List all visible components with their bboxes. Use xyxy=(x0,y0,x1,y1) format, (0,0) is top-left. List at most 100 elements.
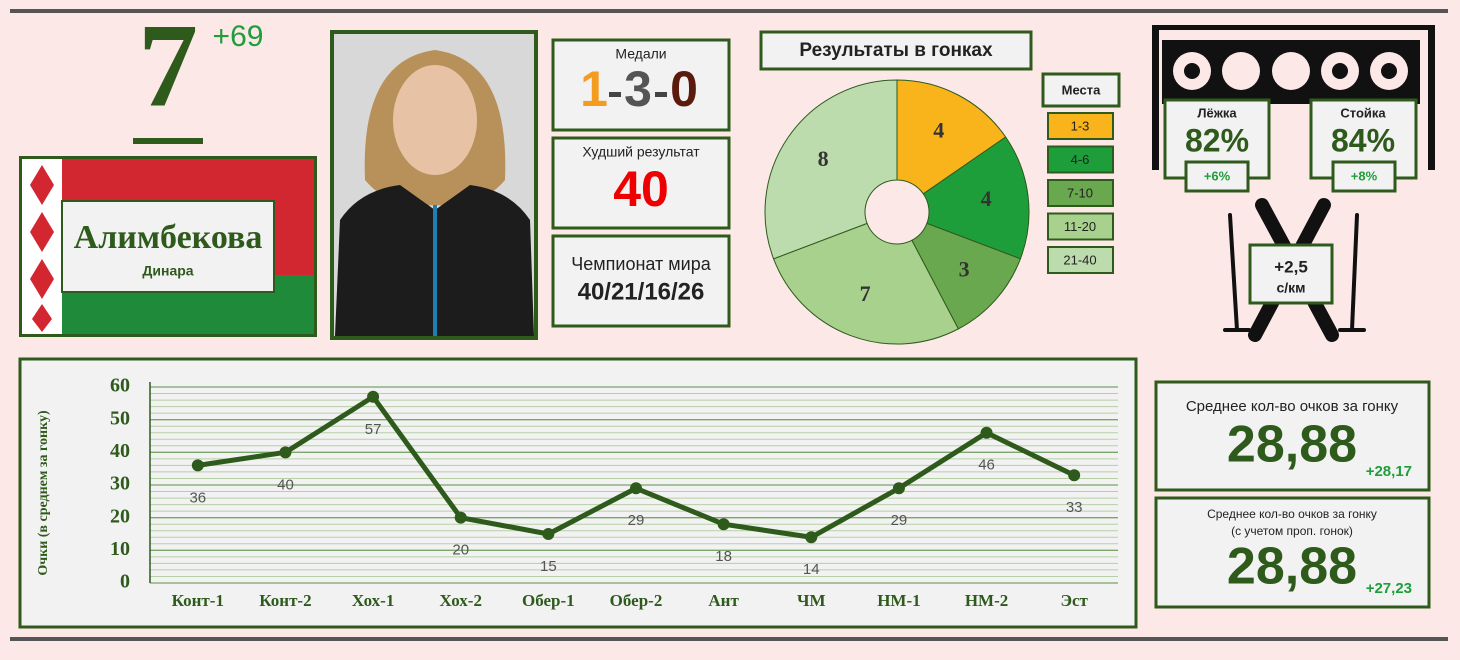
worst-value: 40 xyxy=(613,161,669,217)
x-tick-label: Хох-2 xyxy=(439,591,482,610)
x-tick-label: НМ-2 xyxy=(965,591,1008,610)
avg-panel xyxy=(1154,496,1431,609)
ski-speed-box xyxy=(1248,243,1334,305)
medals-label: Медали xyxy=(615,46,666,62)
legend-label: 7-10 xyxy=(1067,185,1093,200)
wch-label: Чемпионат мира xyxy=(571,254,711,274)
slice-label: 4 xyxy=(933,118,944,143)
legend-swatch xyxy=(1047,212,1114,241)
legend-swatch xyxy=(1047,179,1114,207)
y-tick-label: 0 xyxy=(120,571,130,593)
slice-label: 3 xyxy=(959,257,970,282)
standing-accuracy: 84% xyxy=(1331,122,1395,158)
data-point xyxy=(191,459,204,472)
y-tick-label: 50 xyxy=(110,407,130,429)
data-point xyxy=(630,482,642,495)
data-point xyxy=(717,518,730,531)
y-tick-label: 30 xyxy=(110,473,130,495)
legend-title-box xyxy=(1041,72,1121,108)
flag-ornament xyxy=(30,165,54,332)
worst-panel xyxy=(551,136,731,230)
athlete-photo xyxy=(334,34,534,336)
x-tick-label: ЧМ xyxy=(797,591,826,610)
gold-count: 1 xyxy=(580,61,608,117)
x-tick-label: Ант xyxy=(708,591,739,610)
standing-label: Стойка xyxy=(1340,105,1386,120)
standing-change-box xyxy=(1331,160,1397,193)
rank-change: +69 xyxy=(213,20,264,53)
data-point xyxy=(1068,469,1081,482)
data-label: 40 xyxy=(277,476,294,493)
x-tick-label: Обер-2 xyxy=(610,591,663,610)
x-tick-label: Конт-2 xyxy=(259,591,311,610)
data-label: 29 xyxy=(891,512,908,529)
medal-separator xyxy=(655,92,667,97)
y-tick-label: 20 xyxy=(110,505,130,527)
data-point xyxy=(805,531,818,544)
data-label: 33 xyxy=(1066,499,1083,516)
legend-swatch xyxy=(1047,145,1114,174)
prone-change-box xyxy=(1184,160,1250,193)
prone-change: +6% xyxy=(1204,168,1231,183)
data-label: 36 xyxy=(189,489,206,506)
data-point xyxy=(542,528,555,540)
pie-slice xyxy=(896,79,1007,195)
data-point xyxy=(892,482,905,495)
pie-slice xyxy=(764,79,898,260)
x-tick-label: Хох-1 xyxy=(352,591,395,610)
avg-panel xyxy=(1154,380,1431,492)
pie-slice xyxy=(772,222,960,345)
wch-panel xyxy=(551,234,731,328)
x-tick-label: НМ-1 xyxy=(877,591,920,610)
x-tick-label: Эст xyxy=(1060,591,1088,610)
avg-label: Среднее кол-во очков за гонку xyxy=(1207,507,1377,521)
bottom-rule xyxy=(10,637,1448,641)
x-tick-label: Конт-1 xyxy=(172,591,224,610)
pie-title: Результаты в гонках xyxy=(799,40,993,61)
data-point xyxy=(279,446,292,459)
y-tick-label: 60 xyxy=(110,375,130,397)
pie-slice xyxy=(911,222,1022,330)
data-label: 18 xyxy=(715,548,732,565)
bronze-count: 0 xyxy=(670,61,698,117)
slice-label: 7 xyxy=(860,281,871,306)
data-label: 20 xyxy=(452,542,469,559)
slice-label: 4 xyxy=(981,186,992,211)
data-label: 15 xyxy=(540,558,557,575)
wch-value: 40/21/16/26 xyxy=(578,278,705,305)
ski-speed-unit: с/км xyxy=(1276,280,1305,296)
avg-value: 28,88 xyxy=(1227,416,1357,474)
data-point xyxy=(980,426,993,439)
y-axis-label: Очки (в среднем за гонку) xyxy=(36,410,51,576)
rank-place: 7 xyxy=(138,0,198,132)
data-label: 29 xyxy=(628,512,645,529)
prone-label: Лёжка xyxy=(1197,105,1237,120)
shooting-icon xyxy=(1152,25,1435,170)
silver-count: 3 xyxy=(624,61,652,117)
legend-label: 1-3 xyxy=(1071,118,1090,133)
pie-title-box xyxy=(759,30,1033,71)
data-label: 14 xyxy=(803,561,820,578)
avg-label: Среднее кол-во очков за гонку xyxy=(1186,398,1399,415)
avg-change: +28,17 xyxy=(1366,463,1412,480)
pie-slice xyxy=(922,136,1030,260)
data-point xyxy=(367,390,380,403)
line-chart: 0 10 20 30 40 50 60 Конт-1 Конт-2 Хох-1 Хох-2 Обер-… xyxy=(110,375,1118,610)
avg-label: (с учетом проп. гонок) xyxy=(1231,524,1353,538)
name-box xyxy=(61,200,275,293)
top-rule xyxy=(10,9,1448,13)
avg-value: 28,88 xyxy=(1227,538,1357,596)
legend-swatch xyxy=(1047,112,1114,140)
data-label: 46 xyxy=(978,457,995,474)
legend-label: 4-6 xyxy=(1071,152,1090,167)
slice-label: 8 xyxy=(818,146,829,171)
legend-swatch xyxy=(1047,246,1114,274)
data-label: 57 xyxy=(365,421,382,438)
data-point xyxy=(454,511,467,524)
last-name: Алимбекова xyxy=(74,219,263,256)
pie-chart: 4 1-3 4 4-6 3 7-10 7 11-20 8 21-40 xyxy=(764,79,1114,345)
prone-accuracy: 82% xyxy=(1185,122,1249,158)
legend-title: Места xyxy=(1062,82,1101,97)
